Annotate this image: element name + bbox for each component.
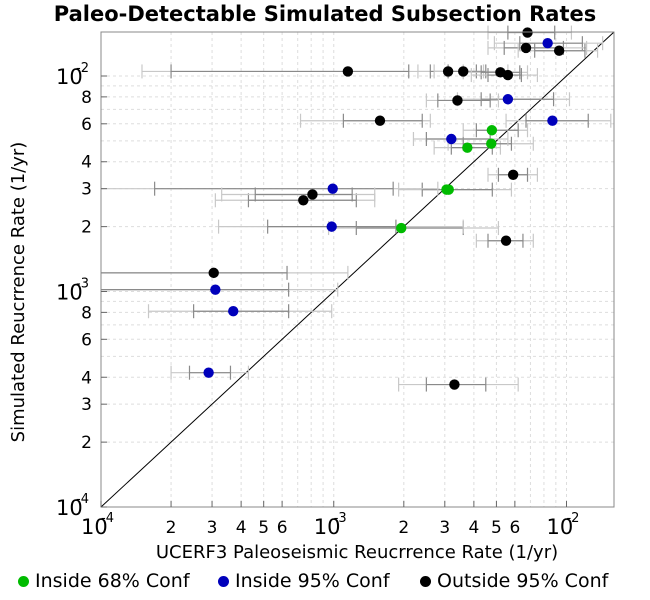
x-tick-label: 4 xyxy=(468,518,479,538)
legend-marker xyxy=(420,575,431,587)
x-tick-label: 10 xyxy=(546,515,573,539)
data-point xyxy=(208,267,219,279)
plot-frame xyxy=(100,31,615,508)
x-axis-label: UCERF3 Paleoseismic Reucrrence Rate (1/y… xyxy=(156,542,558,563)
x-tick-label: 10 xyxy=(81,515,108,539)
data-point xyxy=(452,95,463,106)
x-tick-label: 6 xyxy=(509,518,520,538)
x-tick-exponent: -3 xyxy=(334,511,347,526)
data-point xyxy=(203,367,214,378)
legend-marker xyxy=(218,575,229,587)
data-point xyxy=(449,379,460,390)
data-point xyxy=(462,142,473,153)
y-tick-exponent: -3 xyxy=(76,276,89,291)
y-tick-label: 2 xyxy=(81,433,92,453)
scatter-plot: 10-4 2 3 4 5 6 10-3 2 3 4 5 6 10-210-42346810-323468… xyxy=(8,25,615,563)
legend-marker xyxy=(18,575,29,587)
legend-item: Inside 68% Conf xyxy=(18,570,190,592)
y-tick-label: 8 xyxy=(81,88,92,108)
y-tick-label: 6 xyxy=(81,115,92,135)
data-point xyxy=(486,125,498,136)
y-tick-label: 10 xyxy=(56,65,83,89)
y-tick-label: 8 xyxy=(81,303,92,323)
data-point xyxy=(502,69,514,81)
grid-lines xyxy=(100,32,614,508)
data-point xyxy=(228,306,239,317)
legend-label: Inside 68% Conf xyxy=(35,570,190,592)
x-tick-label: 10 xyxy=(314,515,341,539)
x-tick-label: 4 xyxy=(236,518,247,538)
data-point xyxy=(327,183,338,194)
x-tick-exponent: -4 xyxy=(101,511,114,526)
error-bars xyxy=(101,25,612,392)
y-tick-label: 3 xyxy=(81,180,92,200)
data-point xyxy=(553,45,565,56)
data-point xyxy=(547,115,558,126)
x-tick-label: 2 xyxy=(398,518,409,538)
x-tick-exponent: -2 xyxy=(566,511,579,526)
data-point xyxy=(446,133,457,145)
data-point xyxy=(520,42,532,54)
data-points xyxy=(203,27,565,390)
data-point xyxy=(210,284,221,295)
data-point xyxy=(507,169,519,180)
data-point xyxy=(342,66,354,77)
legend: Inside 68% Conf Inside 95% Conf Outside 95… xyxy=(0,570,650,598)
data-point xyxy=(458,66,469,77)
x-tick-label: 6 xyxy=(277,518,288,538)
data-point xyxy=(326,221,337,232)
data-point xyxy=(486,138,497,149)
data-point xyxy=(442,66,454,77)
legend-item: Inside 95% Conf xyxy=(218,570,390,592)
y-tick-label: 10 xyxy=(56,280,83,304)
x-tick-label: 2 xyxy=(166,518,177,538)
chart-title: Paleo-Detectable Simulated Subsection Ra… xyxy=(53,2,597,26)
data-point xyxy=(298,195,309,206)
y-axis-label: Simulated Reucrrence Rate (1/yr) xyxy=(8,142,29,443)
legend-item: Outside 95% Conf xyxy=(420,570,608,592)
y-tick-label: 3 xyxy=(81,395,92,415)
x-tick-label: 3 xyxy=(439,518,450,538)
x-tick-label: 3 xyxy=(207,518,218,538)
y-tick-label: 4 xyxy=(81,153,92,173)
reference-line-layer xyxy=(100,31,615,508)
y-tick-label: 4 xyxy=(81,368,92,388)
axis-ticks: 10-4 2 3 4 5 6 10-3 2 3 4 5 6 10-210-42346810-323468… xyxy=(56,61,579,539)
legend-label: Inside 95% Conf xyxy=(235,570,390,592)
data-point xyxy=(307,189,318,200)
data-point xyxy=(443,184,454,195)
data-point xyxy=(500,235,512,246)
data-point xyxy=(396,222,407,234)
y-tick-label: 10 xyxy=(56,496,83,520)
legend-label: Outside 95% Conf xyxy=(437,570,609,592)
x-tick-label: 5 xyxy=(491,518,502,538)
one-to-one-line xyxy=(100,31,615,508)
data-point xyxy=(542,37,553,49)
y-tick-exponent: -4 xyxy=(76,492,89,507)
y-tick-label: 6 xyxy=(81,330,92,350)
data-point xyxy=(522,27,533,38)
data-point xyxy=(374,115,386,126)
y-tick-exponent: -2 xyxy=(76,61,89,76)
x-tick-label: 5 xyxy=(258,518,269,538)
y-tick-label: 2 xyxy=(81,218,92,238)
data-point xyxy=(502,94,514,105)
